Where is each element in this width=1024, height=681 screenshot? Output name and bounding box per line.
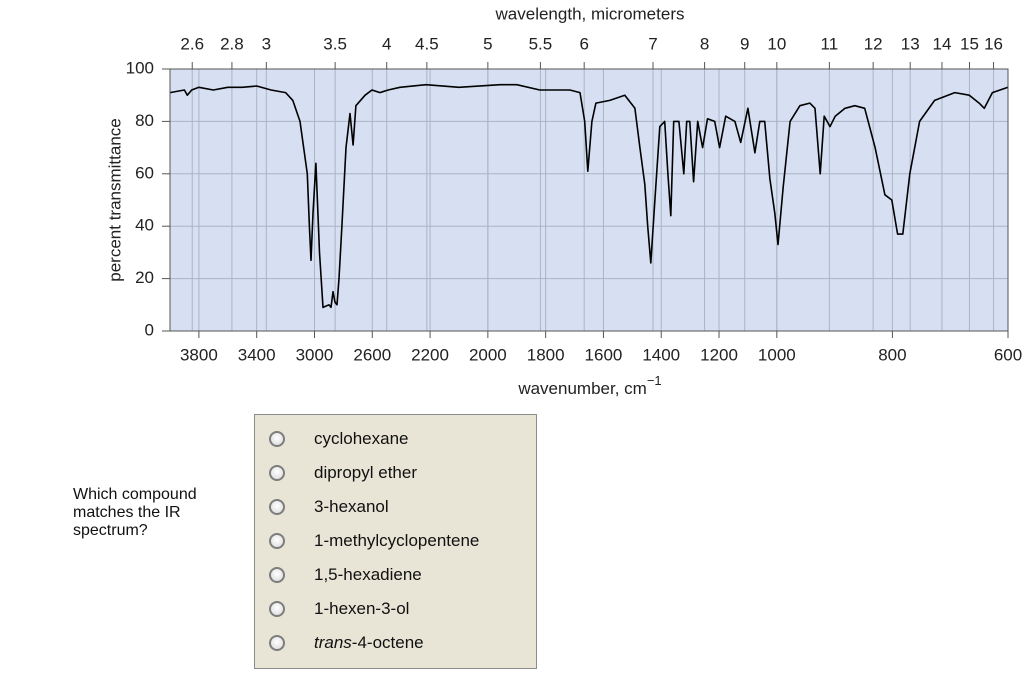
option-label[interactable]: 3-hexanol (314, 497, 389, 516)
radio-button[interactable] (269, 601, 285, 617)
x2-tick-label: 3 (262, 34, 271, 53)
option[interactable]: trans-4-octene (255, 626, 424, 660)
radio-button[interactable] (269, 431, 285, 447)
option[interactable]: 1-methylcyclopentene (255, 524, 479, 558)
x2-tick-label: 3.5 (323, 34, 347, 53)
radio-button[interactable] (269, 499, 285, 515)
x2-tick-label: 4 (382, 34, 391, 53)
x2-tick-label: 2.8 (220, 34, 244, 53)
option-label-rest: -4-octene (351, 633, 424, 652)
plot-area (169, 68, 1009, 332)
x-tick-label: 1800 (527, 345, 565, 364)
x2-tick-label: 8 (700, 34, 709, 53)
option-label-italic: trans (314, 633, 352, 652)
x-tick-label: 2000 (469, 345, 507, 364)
x2-tick-label: 5 (483, 34, 492, 53)
option[interactable]: dipropyl ether (255, 456, 417, 490)
chart: wavelength, micrometers percent transmit… (105, 4, 1022, 398)
radio-button[interactable] (269, 567, 285, 583)
x-tick-label: 1600 (585, 345, 623, 364)
y-tick-label: 20 (135, 268, 154, 287)
option[interactable]: 3-hexanol (255, 490, 389, 524)
options-box: cyclohexane dipropyl ether 3-hexanol 1-meth… (254, 414, 537, 669)
option[interactable]: 1,5-hexadiene (255, 558, 422, 592)
plot-frame (169, 68, 1009, 332)
x2-tick-label: 14 (932, 34, 951, 53)
spectrum-line (169, 83, 1009, 309)
x-tick-label: 2200 (411, 345, 449, 364)
y-tick-label: 0 (145, 320, 154, 339)
y-tick-label: 60 (135, 163, 154, 182)
x2-tick-label: 11 (821, 34, 839, 53)
x2-tick-label: 10 (767, 34, 786, 53)
x2-tick-label: 15 (960, 34, 979, 53)
x-tick-label: 3400 (238, 345, 276, 364)
option-label[interactable]: trans-4-octene (314, 633, 424, 653)
x2-tick-label: 13 (901, 34, 920, 53)
x-tick-label: 600 (994, 345, 1022, 364)
x2-tick-label: 6 (579, 34, 588, 53)
x2-tick-label: 2.6 (180, 34, 204, 53)
option-label[interactable]: dipropyl ether (314, 463, 418, 482)
option-label[interactable]: 1-methylcyclopentene (314, 531, 480, 550)
option-label[interactable]: 1,5-hexadiene (314, 565, 422, 584)
radio-button[interactable] (269, 465, 285, 481)
x2-tick-label: 7 (648, 34, 657, 53)
option[interactable]: 1-hexen-3-ol (255, 592, 409, 626)
question: Which compound matches the IR spectrum? (73, 486, 197, 539)
x2-tick-label: 12 (864, 34, 883, 53)
x-tick-label: 3800 (180, 345, 218, 364)
radio-button[interactable] (269, 533, 285, 549)
x-tick-label: 1000 (758, 345, 796, 364)
option-label[interactable]: 1-hexen-3-ol (314, 599, 410, 618)
radio-button[interactable] (269, 635, 285, 651)
x-axis-label-sup: −1 (647, 373, 662, 388)
y-tick-label: 80 (135, 111, 154, 130)
y-axis-label: percent transmittance (105, 118, 124, 281)
x2-axis-label: wavelength, micrometers (495, 4, 685, 23)
x-tick-label: 800 (878, 345, 906, 364)
y-tick-label: 100 (126, 58, 154, 77)
x2-tick-label: 16 (984, 34, 1003, 53)
option[interactable]: cyclohexane (255, 422, 409, 456)
x-tick-label: 2600 (353, 345, 391, 364)
x-tick-label: 3000 (296, 345, 334, 364)
option-label[interactable]: cyclohexane (314, 429, 409, 448)
x2-tick-label: 4.5 (415, 34, 439, 53)
x-tick-label: 1400 (642, 345, 680, 364)
x-tick-label: 1200 (700, 345, 738, 364)
y-tick-label: 40 (135, 216, 154, 235)
x2-tick-label: 5.5 (529, 34, 553, 53)
x2-tick-label: 9 (740, 34, 749, 53)
x-axis-label: wavenumber, cm−1 (517, 373, 661, 398)
x-axis-label-text: wavenumber, cm (517, 379, 647, 398)
